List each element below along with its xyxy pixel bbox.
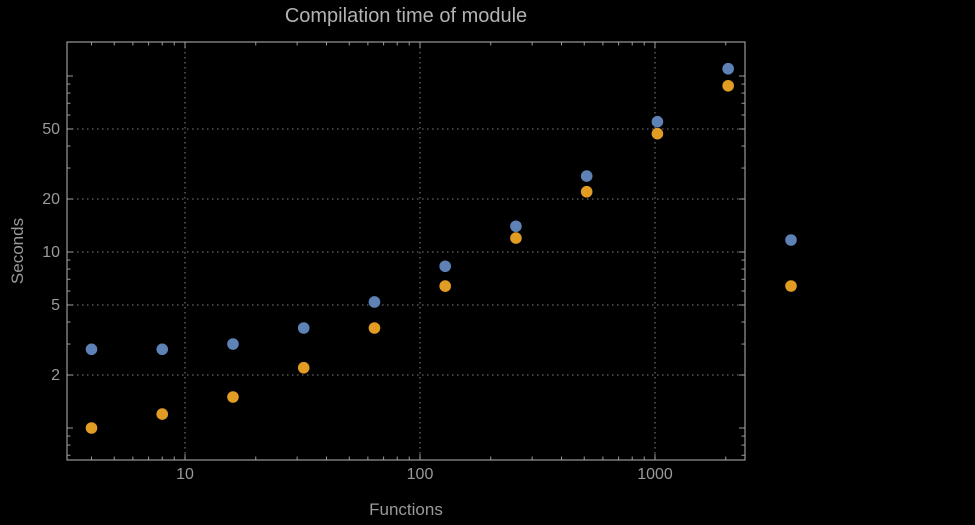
y-tick-label: 20 (42, 191, 60, 208)
data-point-series-blue (510, 220, 522, 233)
data-point-series-blue (439, 260, 451, 273)
data-point-series-blue (368, 296, 381, 308)
chart-title: Compilation time of module (284, 5, 528, 27)
data-point-series-orange (580, 185, 593, 198)
y-tick-label: 50 (42, 121, 60, 138)
x-tick-label: 1000 (637, 466, 673, 483)
legend-marker (785, 280, 797, 292)
data-point-series-orange (651, 127, 664, 140)
y-axis-label: Seconds (8, 217, 27, 285)
y-tick-label: 5 (51, 297, 60, 314)
data-point-series-orange (156, 408, 169, 420)
data-point-series-blue (297, 322, 310, 334)
data-point-series-orange (85, 422, 98, 434)
y-tick-label: 10 (42, 244, 60, 261)
plot-frame (66, 41, 746, 461)
data-point-series-blue (722, 62, 734, 75)
legend-marker (785, 234, 797, 246)
x-tick-label: 10 (176, 466, 194, 483)
data-point-series-orange (510, 232, 522, 244)
data-point-series-blue (651, 115, 664, 128)
data-point-series-orange (297, 361, 310, 374)
data-point-series-blue (580, 170, 593, 182)
data-point-series-orange (368, 322, 381, 334)
y-tick-label: 2 (51, 367, 60, 384)
data-point-series-blue (85, 343, 98, 356)
x-axis-label: Functions (369, 500, 443, 519)
data-point-series-blue (227, 338, 239, 350)
x-tick-label: 100 (407, 466, 434, 483)
data-point-series-blue (156, 343, 169, 356)
data-point-series-orange (722, 79, 734, 92)
data-point-series-orange (439, 280, 451, 292)
data-point-series-orange (227, 391, 239, 403)
